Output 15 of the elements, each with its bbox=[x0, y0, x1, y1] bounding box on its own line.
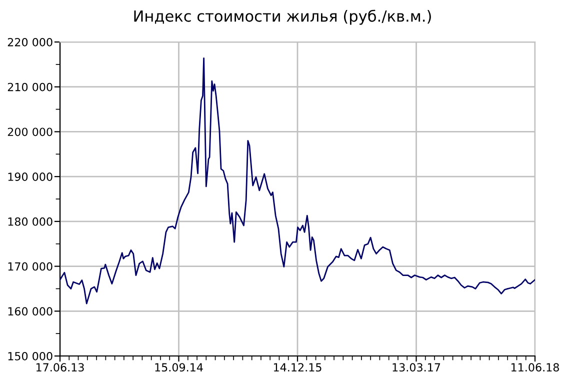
y-tick-label: 160 000 bbox=[8, 307, 52, 316]
chart-title: Индекс стоимости жилья (руб./кв.м.) bbox=[134, 10, 431, 25]
y-tick-label: 180 000 bbox=[8, 217, 52, 226]
x-tick-label: 13.03.17 bbox=[392, 363, 440, 372]
y-tick-label: 220 000 bbox=[8, 38, 52, 46]
y-tick-label: 200 000 bbox=[8, 128, 52, 136]
x-tick-label: 15.09.14 bbox=[155, 363, 203, 372]
x-tick-label: 17.06.13 bbox=[36, 363, 84, 372]
line-series bbox=[60, 57, 535, 304]
y-tick-label: 150 000 bbox=[8, 352, 52, 360]
x-tick-label: 11.06.18 bbox=[511, 363, 559, 372]
x-tick-label: 14.12.15 bbox=[274, 363, 322, 372]
y-tick-label: 170 000 bbox=[8, 262, 52, 271]
y-tick-label: 210 000 bbox=[8, 82, 52, 92]
y-tick-label: 190 000 bbox=[8, 172, 52, 181]
